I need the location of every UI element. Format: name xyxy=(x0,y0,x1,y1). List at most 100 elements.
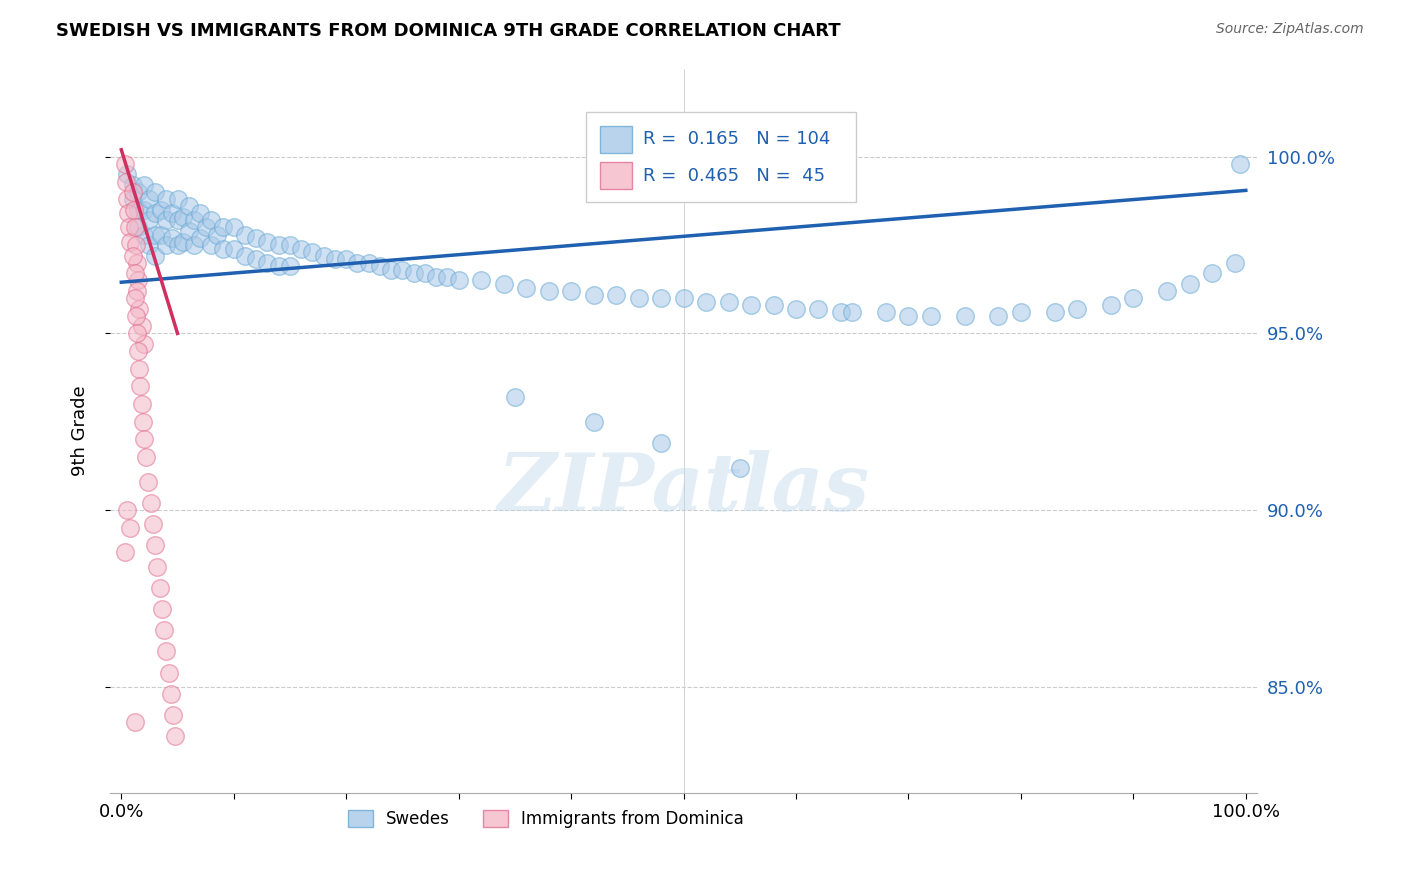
Point xyxy=(1201,266,1223,280)
Point xyxy=(124,291,146,305)
Point xyxy=(267,238,290,252)
Point xyxy=(245,231,267,245)
Point xyxy=(1099,298,1122,312)
Point xyxy=(1010,305,1032,319)
Point xyxy=(830,305,852,319)
Point xyxy=(121,185,143,199)
Point xyxy=(121,249,143,263)
Point xyxy=(143,538,166,552)
Point xyxy=(165,729,187,743)
Point xyxy=(290,242,312,256)
Point xyxy=(402,266,425,280)
Point xyxy=(413,266,436,280)
Point xyxy=(222,242,245,256)
Point xyxy=(1043,305,1066,319)
Point xyxy=(1066,301,1088,316)
Point xyxy=(155,238,177,252)
Point xyxy=(143,249,166,263)
Point xyxy=(1223,256,1246,270)
Point xyxy=(200,238,222,252)
Point xyxy=(357,256,380,270)
Point xyxy=(177,199,200,213)
Point xyxy=(120,235,142,249)
Point xyxy=(122,202,145,217)
Point xyxy=(159,687,181,701)
Point xyxy=(121,178,143,192)
Point xyxy=(211,242,233,256)
Point xyxy=(121,192,143,206)
Point xyxy=(1156,284,1178,298)
Point xyxy=(127,220,149,235)
Point xyxy=(346,256,368,270)
Point xyxy=(222,220,245,235)
Point xyxy=(160,206,183,220)
Point xyxy=(115,192,138,206)
Point xyxy=(160,231,183,245)
Point xyxy=(135,450,157,464)
Point xyxy=(143,227,166,242)
Point xyxy=(267,260,290,274)
Point xyxy=(166,238,188,252)
Point xyxy=(127,185,149,199)
Point xyxy=(166,192,188,206)
Point xyxy=(146,559,169,574)
Point xyxy=(138,238,160,252)
Legend: Swedes, Immigrants from Dominica: Swedes, Immigrants from Dominica xyxy=(340,804,751,835)
Point xyxy=(447,273,470,287)
Point xyxy=(605,287,627,301)
Point xyxy=(138,192,160,206)
Point xyxy=(807,301,830,316)
Point xyxy=(183,238,205,252)
Point xyxy=(155,644,177,658)
Point xyxy=(132,433,155,447)
Point xyxy=(987,309,1010,323)
Point xyxy=(582,415,605,429)
Point xyxy=(1122,291,1144,305)
Point xyxy=(166,213,188,227)
Point xyxy=(115,503,138,517)
Point xyxy=(436,269,458,284)
Point xyxy=(188,231,211,245)
Point xyxy=(125,309,148,323)
Point xyxy=(129,379,152,393)
Point xyxy=(1229,157,1251,171)
Point xyxy=(172,210,194,224)
Point xyxy=(127,202,149,217)
Point xyxy=(515,280,537,294)
Text: R =  0.165   N = 104: R = 0.165 N = 104 xyxy=(644,130,831,148)
Point xyxy=(323,252,346,267)
Point xyxy=(115,168,138,182)
Point xyxy=(920,309,942,323)
Point xyxy=(695,294,717,309)
Point xyxy=(117,206,139,220)
Point xyxy=(118,220,141,235)
Point xyxy=(162,708,184,723)
Point xyxy=(194,220,217,235)
Point xyxy=(177,224,200,238)
Point xyxy=(125,256,148,270)
Point xyxy=(172,235,194,249)
Point xyxy=(120,521,142,535)
Point xyxy=(155,213,177,227)
Point xyxy=(142,517,165,532)
Point xyxy=(125,238,148,252)
Point xyxy=(503,390,526,404)
Point xyxy=(650,436,672,450)
Text: Source: ZipAtlas.com: Source: ZipAtlas.com xyxy=(1216,22,1364,37)
Point xyxy=(139,496,162,510)
Point xyxy=(1178,277,1201,291)
Point xyxy=(131,319,153,334)
Point xyxy=(132,337,155,351)
Text: ZIPatlas: ZIPatlas xyxy=(498,450,870,527)
Point xyxy=(425,269,447,284)
Point xyxy=(114,545,136,559)
Point xyxy=(128,361,150,376)
Text: SWEDISH VS IMMIGRANTS FROM DOMINICA 9TH GRADE CORRELATION CHART: SWEDISH VS IMMIGRANTS FROM DOMINICA 9TH … xyxy=(56,22,841,40)
Point xyxy=(114,157,136,171)
Point xyxy=(127,344,149,359)
Point xyxy=(132,202,155,217)
FancyBboxPatch shape xyxy=(600,162,631,189)
Point xyxy=(335,252,357,267)
Point xyxy=(897,309,920,323)
Point xyxy=(149,227,172,242)
